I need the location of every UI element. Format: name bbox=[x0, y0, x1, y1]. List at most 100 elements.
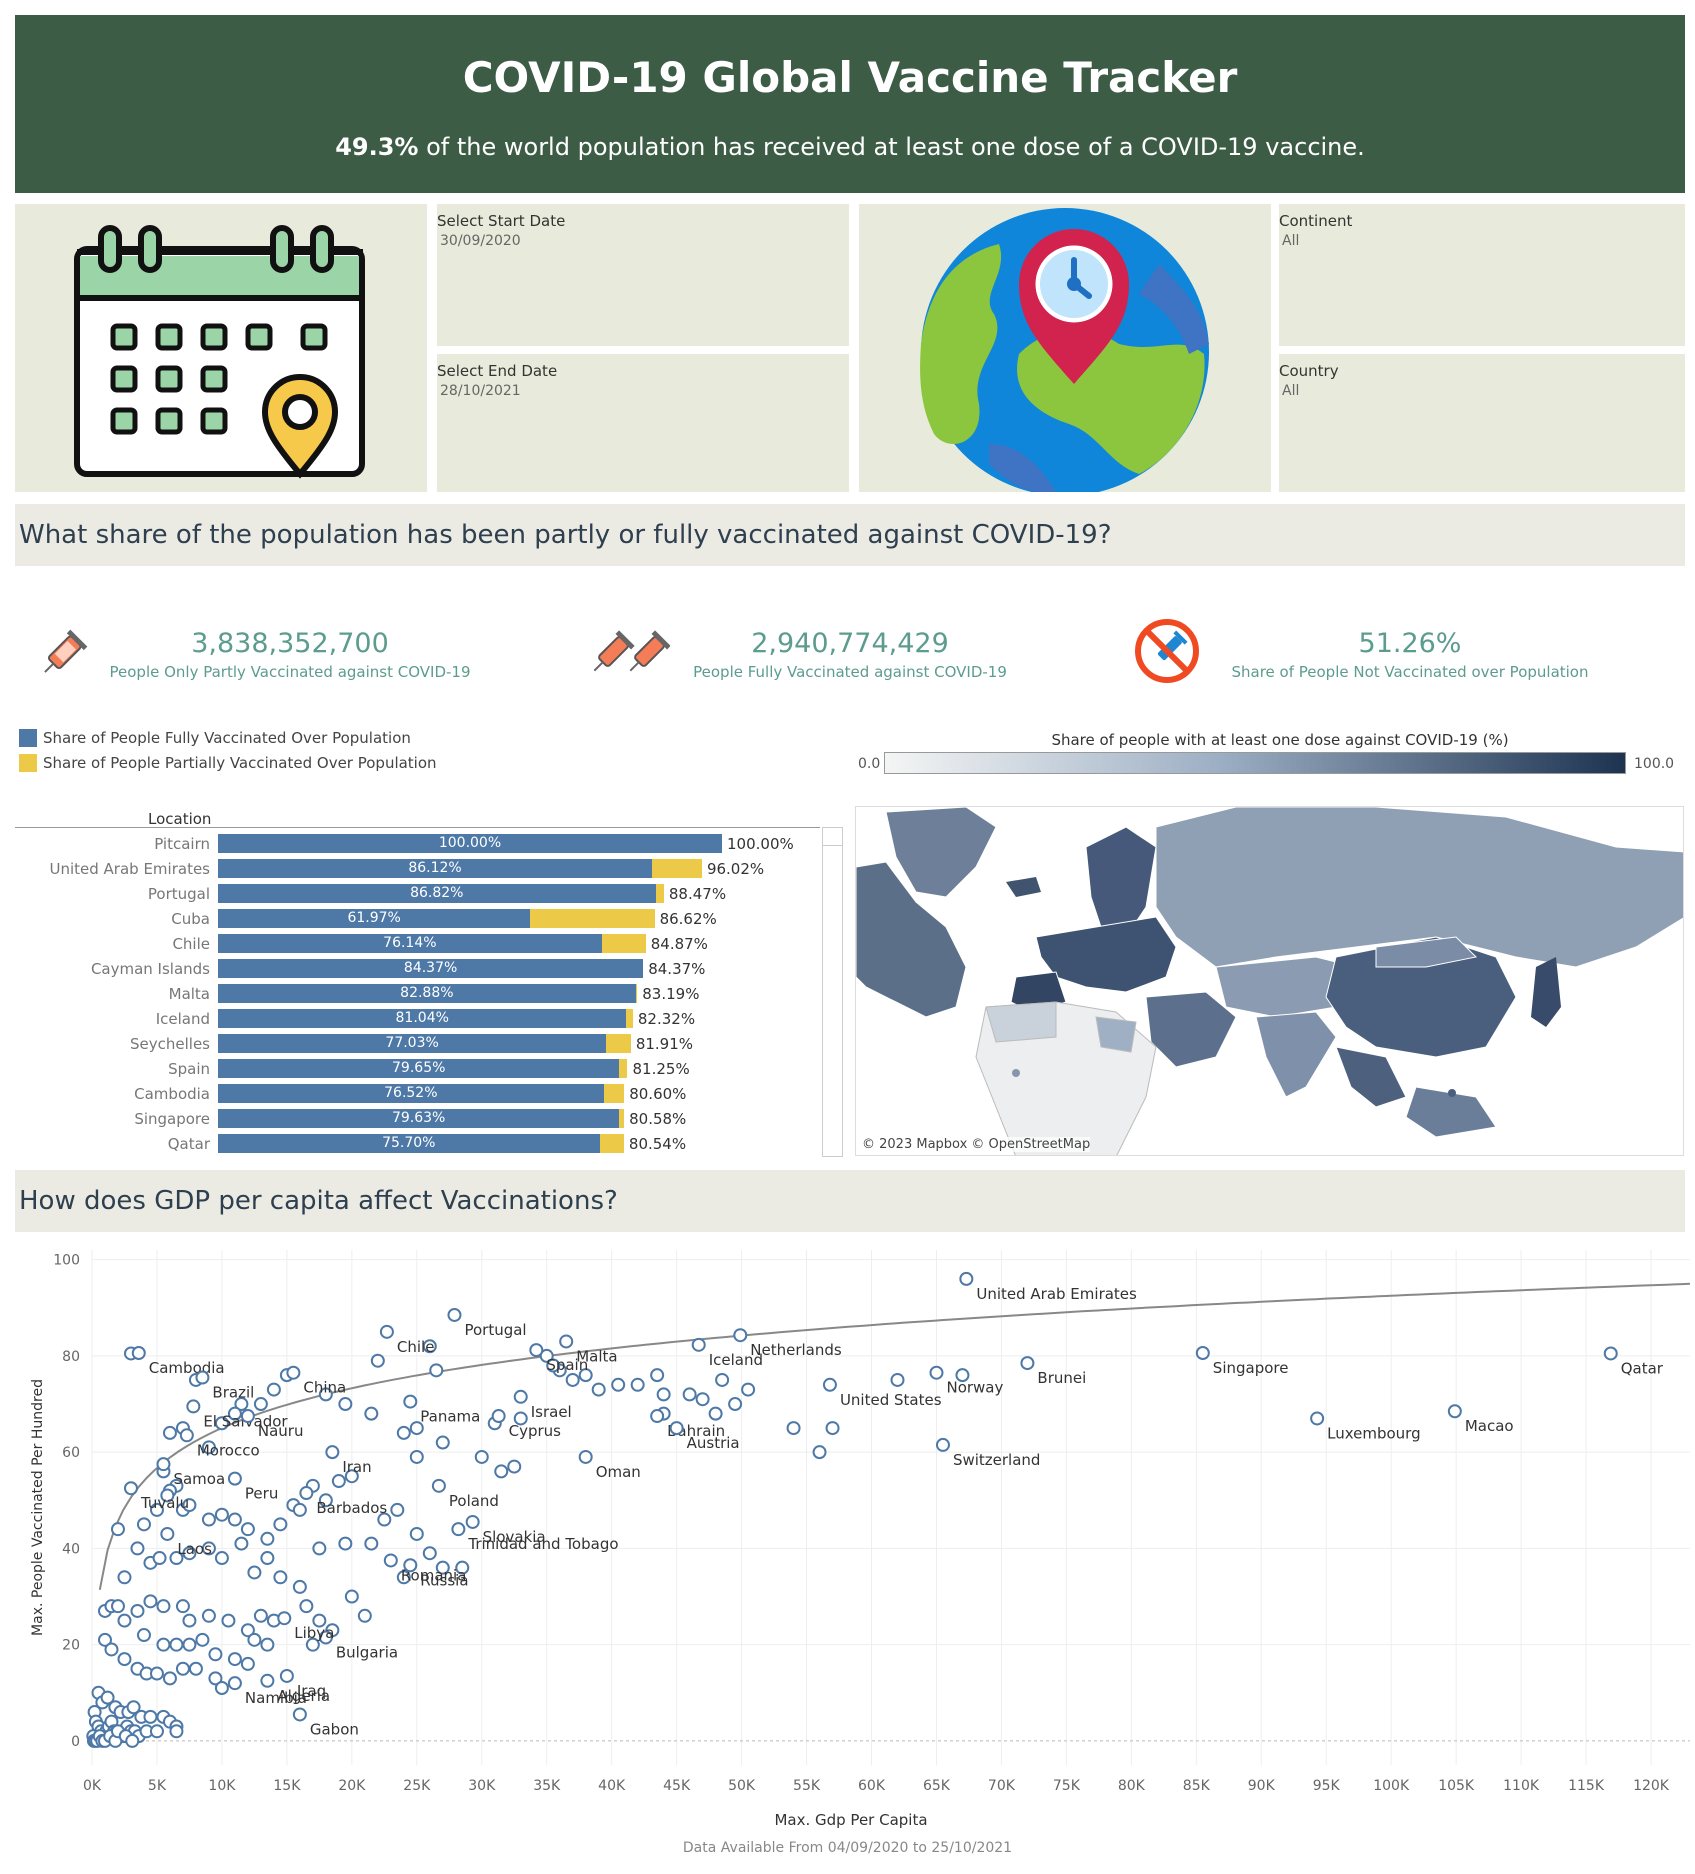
scatter-point bbox=[169, 1551, 184, 1566]
scatter-point-label: Gabon bbox=[310, 1720, 359, 1738]
start-date-filter[interactable]: Select Start Date 30/09/2020 bbox=[437, 204, 849, 346]
scatter-point-label: Luxembourg bbox=[1327, 1424, 1421, 1442]
scatter-point bbox=[175, 1661, 190, 1676]
scatter-point bbox=[383, 1553, 398, 1568]
bar-fully-vaccinated[interactable]: 79.63% bbox=[218, 1109, 620, 1128]
bar-fully-vaccinated[interactable]: 82.88% bbox=[218, 984, 636, 1003]
x-tick-label: 0K bbox=[83, 1778, 102, 1794]
scatter-point bbox=[403, 1558, 418, 1573]
scatter-point bbox=[935, 1437, 950, 1452]
bar-partially-vaccinated[interactable] bbox=[619, 1109, 625, 1128]
section2-title: How does GDP per capita affect Vaccinati… bbox=[19, 1186, 618, 1216]
scatter-point bbox=[260, 1551, 275, 1566]
scatter-point bbox=[123, 1481, 138, 1496]
scatter-point bbox=[377, 1512, 392, 1527]
scatter-point bbox=[117, 1652, 132, 1667]
bar-fully-vaccinated[interactable]: 75.70% bbox=[218, 1134, 600, 1153]
scatter-point bbox=[318, 1493, 333, 1508]
bar-fully-vaccinated[interactable]: 86.82% bbox=[218, 884, 656, 903]
scatter-point bbox=[318, 1630, 333, 1645]
bar-fully-vaccinated[interactable]: 76.52% bbox=[218, 1084, 604, 1103]
scatter-point bbox=[214, 1416, 229, 1431]
x-tick-label: 45K bbox=[663, 1778, 691, 1794]
bar-total-label: 84.37% bbox=[648, 960, 706, 978]
scatter-point bbox=[630, 1377, 645, 1392]
bar-partially-vaccinated[interactable] bbox=[603, 1084, 625, 1103]
scatter-point bbox=[266, 1382, 281, 1397]
continent-value[interactable]: All bbox=[1282, 233, 1300, 249]
bar-partially-vaccinated[interactable] bbox=[652, 859, 702, 878]
world-choropleth-map[interactable]: © 2023 Mapbox © OpenStreetMap bbox=[855, 806, 1684, 1156]
scatter-point bbox=[110, 1599, 125, 1614]
bar-partially-vaccinated[interactable] bbox=[635, 984, 638, 1003]
x-tick-label: 95K bbox=[1313, 1778, 1341, 1794]
scatter-point bbox=[195, 1632, 210, 1647]
bar-scrollbar[interactable] bbox=[822, 827, 843, 1157]
x-tick-label: 60K bbox=[858, 1778, 886, 1794]
scatter-point-label: Iran bbox=[342, 1458, 371, 1476]
scatter-point-label: Poland bbox=[449, 1492, 499, 1510]
bar-partially-vaccinated[interactable] bbox=[530, 909, 655, 928]
end-date-filter[interactable]: Select End Date 28/10/2021 bbox=[437, 354, 849, 492]
calendar-icon bbox=[74, 225, 365, 479]
bar-fully-vaccinated[interactable]: 61.97% bbox=[218, 909, 531, 928]
map-attribution: © 2023 Mapbox © OpenStreetMap bbox=[862, 1137, 1091, 1152]
bar-fully-vaccinated[interactable]: 77.03% bbox=[218, 1034, 607, 1053]
bar-partially-vaccinated[interactable] bbox=[606, 1034, 631, 1053]
bar-partially-vaccinated[interactable] bbox=[655, 884, 664, 903]
scatter-point bbox=[227, 1471, 242, 1486]
bar-header-divider bbox=[15, 827, 820, 828]
bar-fully-vaccinated[interactable]: 79.65% bbox=[218, 1059, 620, 1078]
bar-fully-vaccinated[interactable]: 81.04% bbox=[218, 1009, 627, 1028]
country-value[interactable]: All bbox=[1282, 383, 1300, 399]
scatter-point bbox=[277, 1611, 292, 1626]
scatter-point bbox=[136, 1517, 151, 1532]
map-legend-max: 100.0 bbox=[1634, 756, 1675, 772]
scatter-point bbox=[447, 1307, 462, 1322]
bar-fully-vaccinated[interactable]: 86.12% bbox=[218, 859, 653, 878]
map-legend-min: 0.0 bbox=[858, 756, 881, 772]
bar-fully-vaccinated[interactable]: 84.37% bbox=[218, 959, 644, 978]
scatter-point bbox=[364, 1406, 379, 1421]
end-date-value[interactable]: 28/10/2021 bbox=[440, 383, 521, 399]
country-filter[interactable]: Country All bbox=[1279, 354, 1685, 492]
bar-location-label: Qatar bbox=[167, 1135, 210, 1153]
x-tick-label: 115K bbox=[1568, 1778, 1605, 1794]
bar-partially-vaccinated[interactable] bbox=[619, 1059, 628, 1078]
scatter-point bbox=[1603, 1346, 1618, 1361]
legend-full-label: Share of People Fully Vaccinated Over Po… bbox=[43, 729, 411, 747]
continent-filter[interactable]: Continent All bbox=[1279, 204, 1685, 346]
scatter-point bbox=[312, 1541, 327, 1556]
bar-total-label: 100.00% bbox=[727, 835, 794, 853]
scatter-point bbox=[100, 1690, 115, 1705]
bar-partially-vaccinated[interactable] bbox=[599, 1134, 624, 1153]
scatter-point bbox=[650, 1368, 665, 1383]
kpi-not-vaccinated-label: Share of People Not Vaccinated over Popu… bbox=[1231, 663, 1589, 681]
bar-location-label: Seychelles bbox=[130, 1035, 210, 1053]
bar-partially-vaccinated[interactable] bbox=[626, 1009, 633, 1028]
scatter-point bbox=[162, 1671, 177, 1686]
scatter-point bbox=[409, 1421, 424, 1436]
scatter-point bbox=[370, 1353, 385, 1368]
syringe-icon bbox=[44, 629, 88, 673]
start-date-value[interactable]: 30/09/2020 bbox=[440, 233, 521, 249]
scatter-point bbox=[247, 1565, 262, 1580]
scatter-point bbox=[131, 1346, 146, 1360]
bar-fully-vaccinated[interactable]: 76.14% bbox=[218, 934, 602, 953]
scatter-point bbox=[292, 1502, 307, 1517]
x-tick-label: 120K bbox=[1633, 1778, 1670, 1794]
x-tick-label: 85K bbox=[1183, 1778, 1211, 1794]
scatter-point bbox=[318, 1387, 333, 1402]
bar-fully-vaccinated[interactable]: 100.00% bbox=[218, 834, 722, 853]
scatter-point-label: Macao bbox=[1465, 1417, 1514, 1435]
scatter-point-label: Slovakia bbox=[483, 1528, 546, 1546]
bar-partially-vaccinated[interactable] bbox=[601, 934, 646, 953]
bar-total-label: 86.62% bbox=[659, 910, 717, 928]
scatter-point bbox=[149, 1724, 164, 1739]
scatter-point bbox=[201, 1608, 216, 1623]
scatter-point bbox=[273, 1570, 288, 1585]
bar-total-label: 83.19% bbox=[642, 985, 700, 1003]
scatter-point bbox=[292, 1707, 307, 1722]
scatter-point bbox=[201, 1512, 216, 1527]
scatter-point-label: Barbados bbox=[316, 1499, 387, 1517]
